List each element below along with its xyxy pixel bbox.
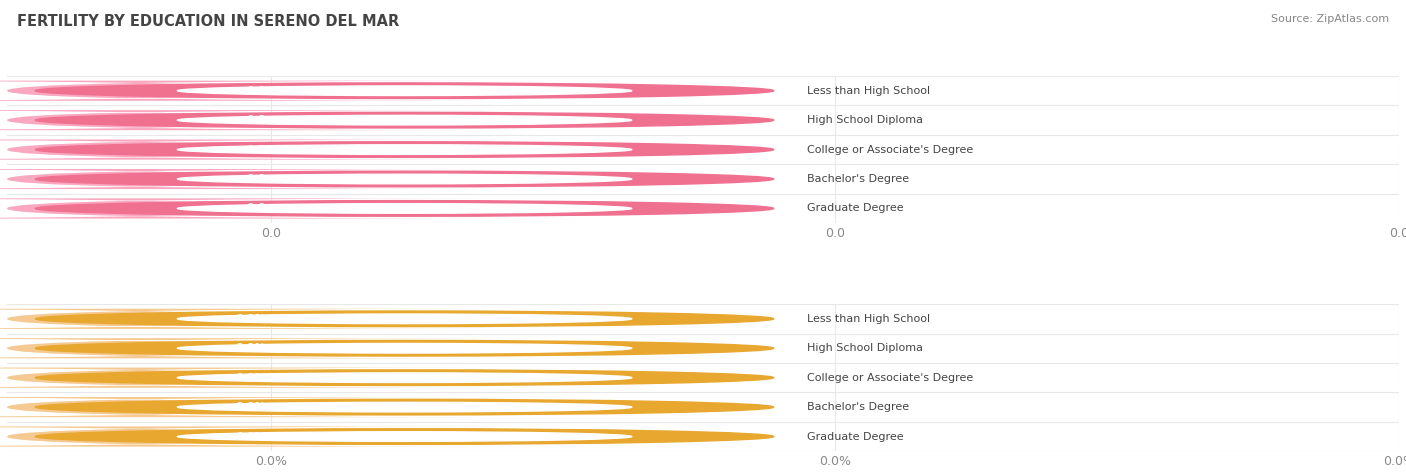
FancyBboxPatch shape bbox=[0, 199, 481, 218]
Text: 0.0%: 0.0% bbox=[235, 314, 266, 324]
Circle shape bbox=[177, 432, 631, 441]
Circle shape bbox=[35, 113, 773, 128]
Circle shape bbox=[177, 174, 631, 184]
Circle shape bbox=[177, 145, 631, 154]
FancyBboxPatch shape bbox=[0, 81, 481, 101]
Text: 0.0%: 0.0% bbox=[235, 431, 266, 442]
Text: 0.0: 0.0 bbox=[246, 115, 266, 125]
Text: 0.0: 0.0 bbox=[246, 174, 266, 184]
FancyBboxPatch shape bbox=[0, 309, 481, 329]
FancyBboxPatch shape bbox=[0, 368, 481, 388]
Text: FERTILITY BY EDUCATION IN SERENO DEL MAR: FERTILITY BY EDUCATION IN SERENO DEL MAR bbox=[17, 14, 399, 29]
FancyBboxPatch shape bbox=[0, 140, 481, 160]
Text: Graduate Degree: Graduate Degree bbox=[807, 431, 904, 442]
FancyBboxPatch shape bbox=[0, 140, 481, 160]
Circle shape bbox=[35, 200, 773, 216]
Text: College or Associate's Degree: College or Associate's Degree bbox=[807, 373, 973, 383]
Circle shape bbox=[35, 429, 773, 444]
Circle shape bbox=[177, 402, 631, 412]
Text: Graduate Degree: Graduate Degree bbox=[807, 203, 904, 213]
Text: College or Associate's Degree: College or Associate's Degree bbox=[807, 144, 973, 154]
Circle shape bbox=[35, 370, 773, 386]
Text: Bachelor's Degree: Bachelor's Degree bbox=[807, 174, 908, 184]
Circle shape bbox=[35, 399, 773, 415]
Circle shape bbox=[35, 171, 773, 187]
Text: 0.0: 0.0 bbox=[246, 203, 266, 213]
FancyBboxPatch shape bbox=[0, 368, 481, 388]
Circle shape bbox=[35, 142, 773, 157]
Text: 0.0: 0.0 bbox=[246, 144, 266, 154]
Text: 0.0%: 0.0% bbox=[235, 343, 266, 353]
FancyBboxPatch shape bbox=[0, 338, 481, 358]
FancyBboxPatch shape bbox=[0, 397, 481, 417]
Circle shape bbox=[177, 204, 631, 213]
Text: Source: ZipAtlas.com: Source: ZipAtlas.com bbox=[1271, 14, 1389, 24]
Circle shape bbox=[35, 341, 773, 356]
FancyBboxPatch shape bbox=[0, 169, 481, 189]
FancyBboxPatch shape bbox=[0, 309, 481, 329]
Text: Bachelor's Degree: Bachelor's Degree bbox=[807, 402, 908, 412]
Text: 0.0: 0.0 bbox=[246, 86, 266, 96]
Circle shape bbox=[177, 86, 631, 95]
Text: 0.0%: 0.0% bbox=[235, 402, 266, 412]
FancyBboxPatch shape bbox=[0, 169, 481, 189]
FancyBboxPatch shape bbox=[0, 427, 481, 446]
FancyBboxPatch shape bbox=[0, 397, 481, 417]
FancyBboxPatch shape bbox=[0, 110, 481, 130]
Text: High School Diploma: High School Diploma bbox=[807, 343, 922, 353]
Circle shape bbox=[35, 83, 773, 98]
Circle shape bbox=[177, 373, 631, 382]
Circle shape bbox=[35, 311, 773, 327]
FancyBboxPatch shape bbox=[0, 110, 481, 130]
Text: 0.0%: 0.0% bbox=[235, 373, 266, 383]
Text: Less than High School: Less than High School bbox=[807, 314, 929, 324]
FancyBboxPatch shape bbox=[0, 199, 481, 218]
FancyBboxPatch shape bbox=[0, 81, 481, 101]
FancyBboxPatch shape bbox=[0, 427, 481, 446]
Circle shape bbox=[177, 343, 631, 353]
Text: Less than High School: Less than High School bbox=[807, 86, 929, 96]
Circle shape bbox=[177, 115, 631, 125]
Text: High School Diploma: High School Diploma bbox=[807, 115, 922, 125]
Circle shape bbox=[177, 314, 631, 323]
FancyBboxPatch shape bbox=[0, 338, 481, 358]
